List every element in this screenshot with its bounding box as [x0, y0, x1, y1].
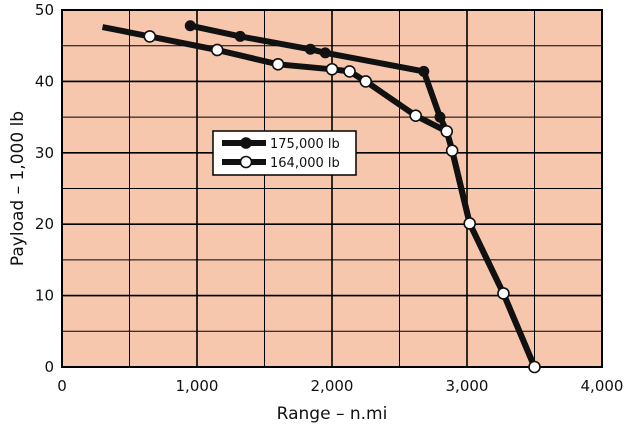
- data-point-175000-2: [304, 43, 316, 55]
- x-tick-label: 2,000: [311, 377, 354, 395]
- data-point-175000-4: [418, 65, 430, 77]
- data-point-164000-4: [343, 65, 356, 78]
- x-tick-label: 1,000: [176, 377, 219, 395]
- plot-frame: [61, 9, 603, 368]
- y-axis-ticks: 0 10 20 30 40 50: [35, 1, 54, 376]
- data-point-164000-7: [440, 125, 454, 138]
- data-point-175000-0: [184, 20, 196, 32]
- x-tick-label: 0: [57, 377, 67, 395]
- series-layer: [101, 20, 541, 374]
- legend-label-164000: 164,000 lb: [270, 156, 340, 171]
- data-point-164000-8: [445, 144, 459, 157]
- data-point-164000-1: [210, 43, 224, 57]
- legend-marker-175000: [240, 137, 252, 149]
- legend-box: [212, 130, 357, 176]
- data-point-175000-3: [319, 47, 331, 59]
- y-axis-label: Payload – 1,000 lb: [8, 111, 28, 266]
- legend-label-175000: 175,000 lb: [270, 137, 340, 152]
- x-tick-label: 3,000: [446, 377, 489, 395]
- data-point-164000-2: [271, 57, 285, 71]
- data-point-164000-3: [325, 62, 339, 76]
- y-tick-label: 10: [35, 287, 54, 305]
- legend-marker-164000: [239, 155, 253, 169]
- y-tick-label: 20: [35, 215, 54, 233]
- data-point-175000-1: [234, 30, 246, 42]
- data-point-164000-10: [497, 287, 510, 300]
- y-tick-label: 50: [35, 1, 54, 19]
- y-tick-label: 30: [35, 144, 54, 162]
- x-tick-label: 4,000: [581, 377, 624, 395]
- y-tick-label: 0: [44, 358, 54, 376]
- data-point-164000-11: [528, 360, 541, 374]
- legend: 175,000 lb 164,000 lb: [212, 130, 357, 176]
- data-point-164000-5: [359, 75, 373, 88]
- data-point-164000-9: [463, 217, 477, 230]
- data-point-175000-5: [434, 111, 446, 123]
- x-axis-ticks: 0 1,000 2,000 3,000 4,000: [57, 377, 623, 395]
- data-point-164000-0: [143, 30, 157, 43]
- y-tick-label: 40: [35, 72, 54, 90]
- x-axis-label: Range – n.mi: [277, 404, 388, 424]
- data-point-164000-6: [409, 109, 423, 122]
